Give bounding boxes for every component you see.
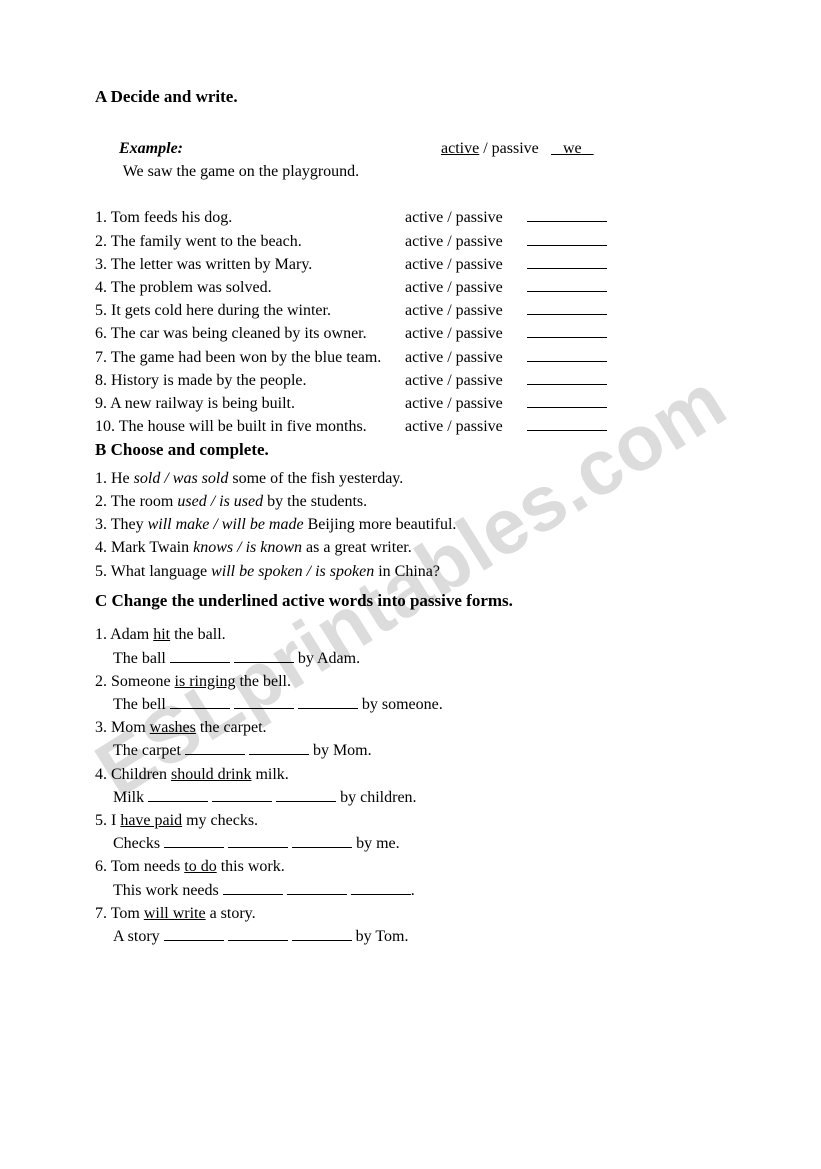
sentence-cell: 4. The problem was solved. — [95, 276, 405, 299]
section-b-row: 2. The room used / is used by the studen… — [95, 490, 726, 513]
section-c-heading: C Change the underlined active words int… — [95, 589, 726, 614]
example-active: active — [441, 140, 479, 157]
section-b-row: 3. They will make / will be made Beijing… — [95, 513, 726, 536]
section-a-row: 9. A new railway is being built.active /… — [95, 392, 726, 415]
section-c-prompt: 7. Tom will write a story. — [95, 902, 726, 925]
section-a-heading: A Decide and write. — [95, 85, 726, 110]
choice-cell: active / passive — [405, 206, 515, 229]
answer-blank[interactable] — [515, 415, 607, 438]
answer-blank[interactable] — [515, 230, 607, 253]
sentence-cell: 6. The car was being cleaned by its owne… — [95, 322, 405, 345]
sentence-cell: 8. History is made by the people. — [95, 369, 405, 392]
section-c-answer-line[interactable]: Milk by children. — [95, 786, 726, 809]
section-a-row: 6. The car was being cleaned by its owne… — [95, 322, 726, 345]
section-a-row: 7. The game had been won by the blue tea… — [95, 346, 726, 369]
section-a-row: 3. The letter was written by Mary.active… — [95, 253, 726, 276]
section-c-prompt: 4. Children should drink milk. — [95, 763, 726, 786]
choice-cell: active / passive — [405, 415, 515, 438]
section-a-row: 10. The house will be built in five mont… — [95, 415, 726, 438]
choice-cell: active / passive — [405, 392, 515, 415]
sentence-cell: 10. The house will be built in five mont… — [95, 415, 405, 438]
section-a-example: Example: We saw the game on the playgrou… — [95, 114, 726, 207]
choice-cell: active / passive — [405, 299, 515, 322]
section-a-row: 5. It gets cold here during the winter.a… — [95, 299, 726, 322]
answer-blank[interactable] — [515, 253, 607, 276]
answer-blank[interactable] — [515, 206, 607, 229]
choice-cell: active / passive — [405, 322, 515, 345]
section-a-row: 1. Tom feeds his dog.active / passive — [95, 206, 726, 229]
sentence-cell: 2. The family went to the beach. — [95, 230, 405, 253]
section-c-prompt: 1. Adam hit the ball. — [95, 623, 726, 646]
answer-blank[interactable] — [515, 346, 607, 369]
section-c-answer-line[interactable]: A story by Tom. — [95, 925, 726, 948]
section-c-answer-line[interactable]: The ball by Adam. — [95, 647, 726, 670]
choice-cell: active / passive — [405, 230, 515, 253]
section-a-row: 8. History is made by the people.active … — [95, 369, 726, 392]
section-b-row: 5. What language will be spoken / is spo… — [95, 560, 726, 583]
section-b-row: 1. He sold / was sold some of the fish y… — [95, 467, 726, 490]
sentence-cell: 7. The game had been won by the blue tea… — [95, 346, 405, 369]
example-label: Example: — [119, 140, 183, 157]
section-b-items: 1. He sold / was sold some of the fish y… — [95, 467, 726, 583]
section-c-prompt: 2. Someone is ringing the bell. — [95, 670, 726, 693]
answer-blank[interactable] — [515, 299, 607, 322]
answer-blank[interactable] — [515, 392, 607, 415]
choice-cell: active / passive — [405, 253, 515, 276]
sentence-cell: 5. It gets cold here during the winter. — [95, 299, 405, 322]
answer-blank[interactable] — [515, 322, 607, 345]
choice-cell: active / passive — [405, 369, 515, 392]
section-c-prompt: 3. Mom washes the carpet. — [95, 716, 726, 739]
sentence-cell: 1. Tom feeds his dog. — [95, 206, 405, 229]
section-c-answer-line[interactable]: Checks by me. — [95, 832, 726, 855]
choice-cell: active / passive — [405, 346, 515, 369]
section-c-answer-line[interactable]: The carpet by Mom. — [95, 739, 726, 762]
answer-blank[interactable] — [515, 369, 607, 392]
worksheet-content: A Decide and write. Example: We saw the … — [95, 85, 726, 948]
example-answer: we — [551, 140, 594, 157]
section-c-prompt: 6. Tom needs to do this work. — [95, 855, 726, 878]
section-b-heading: B Choose and complete. — [95, 438, 726, 463]
answer-blank[interactable] — [515, 276, 607, 299]
section-b-row: 4. Mark Twain knows / is known as a grea… — [95, 536, 726, 559]
sentence-cell: 3. The letter was written by Mary. — [95, 253, 405, 276]
section-c-items: 1. Adam hit the ball.The ball by Adam.2.… — [95, 623, 726, 948]
section-c-prompt: 5. I have paid my checks. — [95, 809, 726, 832]
section-a-items: 1. Tom feeds his dog.active / passive 2.… — [95, 206, 726, 438]
section-c-answer-line[interactable]: This work needs . — [95, 879, 726, 902]
sentence-cell: 9. A new railway is being built. — [95, 392, 405, 415]
choice-cell: active / passive — [405, 276, 515, 299]
section-a-row: 4. The problem was solved.active / passi… — [95, 276, 726, 299]
section-a-row: 2. The family went to the beach.active /… — [95, 230, 726, 253]
section-c-answer-line[interactable]: The bell by someone. — [95, 693, 726, 716]
